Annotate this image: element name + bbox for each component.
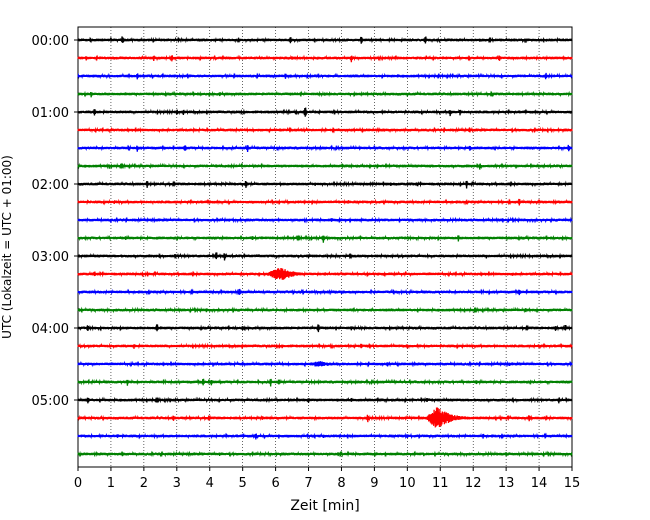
y-tick-label: 00:00 <box>32 34 69 49</box>
trace-line <box>77 450 573 458</box>
x-tick-label: 6 <box>271 476 279 491</box>
trace-line <box>77 267 573 280</box>
x-tick-label: 4 <box>206 476 214 491</box>
trace-line <box>77 216 573 224</box>
y-tick-label: 02:00 <box>32 178 69 193</box>
x-tick-label: 15 <box>564 476 581 491</box>
x-axis: 0 1 2 3 4 5 6 7 8 9 10 11 12 13 14 15 <box>74 467 580 491</box>
trace-line <box>77 378 573 387</box>
x-tick-label: 0 <box>74 476 82 491</box>
x-tick-label: 14 <box>531 476 548 491</box>
x-tick-label: 7 <box>304 476 312 491</box>
x-tick-label: 1 <box>107 476 115 491</box>
trace-line <box>77 107 573 117</box>
trace-line <box>77 198 573 206</box>
y-axis: 00:00 01:00 02:00 03:00 04:00 05:00 <box>32 34 78 409</box>
trace-line <box>77 324 573 333</box>
x-tick-label: 11 <box>432 476 449 491</box>
trace-line <box>77 288 573 296</box>
trace-line <box>77 252 573 261</box>
trace-line <box>77 162 573 170</box>
x-axis-title: Zeit [min] <box>290 498 359 514</box>
trace-line <box>77 342 573 350</box>
y-axis-title: UTC (Lokalzeit = UTC + 01:00) <box>0 155 14 339</box>
trace-line <box>77 90 573 98</box>
trace-line <box>77 432 573 440</box>
plot-frame <box>77 26 573 468</box>
y-tick-label: 04:00 <box>32 322 69 337</box>
trace-line <box>77 396 573 404</box>
x-tick-label: 9 <box>370 476 378 491</box>
trace-line <box>77 360 573 368</box>
trace-line <box>77 126 573 134</box>
x-tick-label: 3 <box>173 476 181 491</box>
trace-line <box>77 72 573 80</box>
trace-line <box>77 144 573 153</box>
trace-line <box>77 234 573 243</box>
trace-line <box>77 54 573 63</box>
y-tick-label: 01:00 <box>32 106 69 121</box>
trace-line <box>77 180 573 189</box>
trace-line <box>77 407 573 428</box>
x-tick-label: 2 <box>140 476 148 491</box>
grid-lines <box>110 27 540 467</box>
y-tick-label: 03:00 <box>32 250 69 265</box>
x-tick-label: 10 <box>399 476 416 491</box>
x-tick-label: 12 <box>465 476 482 491</box>
x-tick-label: 8 <box>337 476 345 491</box>
x-tick-label: 5 <box>239 476 247 491</box>
trace-line <box>77 36 573 44</box>
y-tick-label: 05:00 <box>32 394 69 409</box>
trace-line <box>77 306 573 314</box>
seismic-traces <box>77 36 573 458</box>
x-tick-label: 13 <box>498 476 515 491</box>
